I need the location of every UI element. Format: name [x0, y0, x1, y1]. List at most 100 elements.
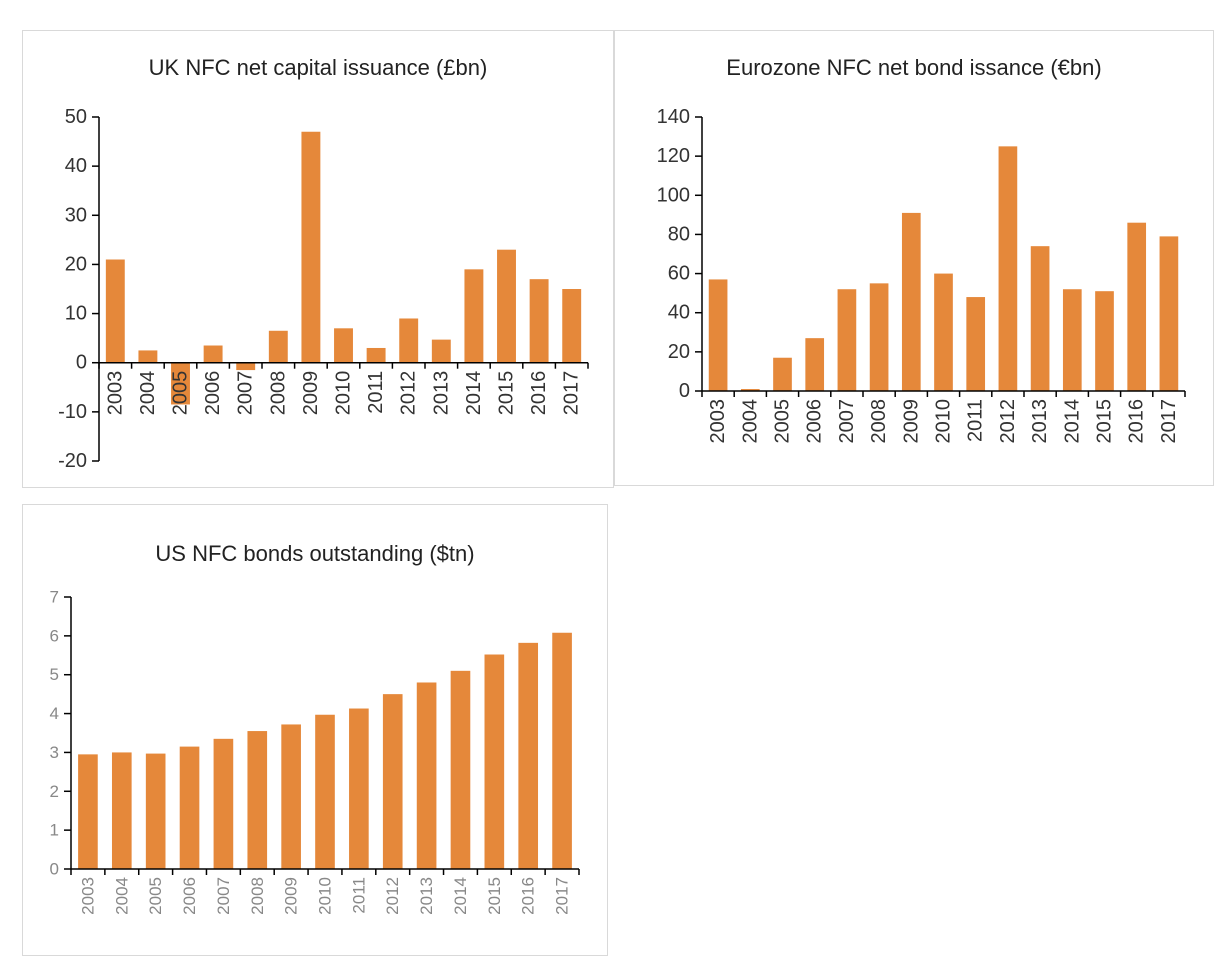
eurozone-x-tick-label: 2011: [965, 399, 987, 442]
eurozone-x-tick-label: 2007: [836, 399, 858, 444]
us-y-tick-label: 2: [50, 782, 59, 801]
uk-x-tick-label: 2004: [137, 371, 159, 416]
uk-x-tick-label: 2013: [430, 371, 452, 416]
eurozone-bar-2016: [1127, 222, 1147, 391]
eurozone-bar-2009: [901, 212, 921, 391]
uk-chart-panel: UK NFC net capital issuance (£bn) -20 -10…: [22, 30, 614, 488]
uk-bar-2006: [203, 345, 223, 363]
uk-x-tick-label: 2003: [104, 371, 126, 416]
eurozone-bar-2007: [837, 289, 857, 391]
us-bar-2004: [111, 752, 132, 869]
uk-x-tick-label: 2014: [463, 371, 485, 416]
uk-x-tick-label: 2005: [170, 371, 192, 416]
us-bar-2007: [213, 738, 234, 869]
us-y-tick-label: 6: [50, 626, 59, 645]
us-bar-2012: [382, 694, 403, 869]
us-x-tick-label: 2009: [282, 877, 301, 915]
us-x-tick-label: 2015: [485, 877, 504, 915]
us-x-tick-label: 2005: [146, 877, 165, 915]
eurozone-bar-2004: [740, 389, 760, 391]
eurozone-bar-2013: [1030, 246, 1050, 391]
uk-bar-2014: [464, 269, 484, 363]
us-bar-2015: [484, 654, 505, 869]
us-y-tick-label: 4: [50, 704, 59, 723]
eurozone-x-tick-label: 2006: [804, 399, 826, 444]
us-x-tick-label: 2016: [519, 877, 538, 915]
eurozone-x-tick-label: 2017: [1158, 399, 1180, 444]
eurozone-bar-2005: [773, 357, 792, 391]
uk-x-tick-label: 2007: [235, 371, 257, 416]
us-x-tick-label: 2006: [180, 877, 199, 915]
uk-x-tick-label: 2006: [202, 371, 224, 416]
us-x-tick-label: 2003: [78, 877, 97, 915]
us-bar-2011: [349, 708, 369, 869]
uk-bar-2012: [399, 318, 419, 363]
uk-bar-2016: [529, 279, 549, 363]
eurozone-chart-title: Eurozone NFC net bond issance (€bn): [726, 55, 1102, 80]
uk-x-tick-label: 2012: [398, 371, 420, 416]
uk-y-tick-label: -10: [58, 401, 87, 423]
eurozone-x-tick-label: 2012: [997, 399, 1019, 444]
uk-bar-2009: [301, 131, 321, 363]
us-x-tick-label: 2013: [417, 877, 436, 915]
us-bar-2014: [450, 670, 471, 869]
us-bar-2008: [247, 731, 268, 869]
us-chart-svg: 0 1 2 3 4 5 6 7 2003 2004 2005 2006 2007 2008 2009 2010…: [50, 588, 580, 915]
uk-bar-2008: [268, 330, 288, 363]
us-bar-2006: [179, 746, 200, 869]
us-x-tick-label: 2014: [451, 877, 470, 915]
eurozone-y-tick-label: 0: [679, 380, 690, 402]
us-x-tick-label: 2011: [349, 877, 368, 914]
us-bar-2010: [315, 714, 335, 869]
eurozone-bar-2006: [805, 338, 825, 391]
us-bar-2009: [281, 724, 301, 869]
us-bar-2005: [145, 753, 166, 869]
us-bar-2013: [416, 682, 437, 869]
uk-y-tick-label: 10: [65, 303, 87, 325]
eurozone-bar-2014: [1062, 289, 1082, 391]
uk-bar-2004: [138, 350, 158, 363]
uk-x-tick-label: 2017: [561, 371, 583, 416]
us-x-tick-label: 2010: [316, 877, 335, 915]
uk-bar-2010: [334, 328, 353, 363]
us-x-tick-label: 2004: [112, 877, 131, 915]
uk-x-tick-label: 2011: [365, 371, 387, 414]
eurozone-chart-svg: 0 20 40 60 80 100 120 140 2003 2004 2005 2006 2007 20…: [657, 106, 1186, 444]
uk-y-tick-label: 0: [76, 352, 87, 374]
us-y-tick-label: 1: [50, 821, 59, 840]
uk-bar-2013: [431, 339, 451, 363]
uk-y-tick-label: -20: [58, 450, 87, 472]
uk-y-tick-label: 20: [65, 253, 87, 275]
eurozone-x-tick-label: 2004: [739, 399, 761, 444]
eurozone-bar-2015: [1095, 291, 1114, 391]
us-x-tick-label: 2012: [383, 877, 402, 915]
eurozone-chart-panel: Eurozone NFC net bond issance (€bn) 0 20 4…: [614, 30, 1214, 486]
eurozone-x-tick-label: 2009: [900, 399, 922, 444]
eurozone-bar-2011: [966, 297, 986, 391]
us-bar-2003: [78, 754, 98, 869]
uk-x-tick-label: 2015: [496, 371, 518, 416]
eurozone-x-tick-label: 2016: [1126, 399, 1148, 444]
uk-x-tick-label: 2010: [333, 371, 355, 416]
eurozone-bar-2017: [1159, 236, 1179, 391]
us-chart-panel: US NFC bonds outstanding ($tn) 0 1 2 3 4 5 6 7 2…: [22, 504, 608, 956]
uk-y-tick-label: 30: [65, 204, 87, 226]
eurozone-y-tick-label: 120: [657, 145, 690, 167]
eurozone-y-tick-label: 100: [657, 184, 690, 206]
eurozone-y-tick-label: 80: [668, 223, 690, 245]
eurozone-x-tick-label: 2005: [772, 399, 794, 444]
us-x-tick-label: 2017: [553, 877, 572, 915]
uk-bar-2007: [236, 362, 256, 371]
eurozone-y-tick-label: 20: [668, 341, 690, 363]
uk-bar-2011: [366, 347, 386, 363]
eurozone-x-tick-label: 2013: [1029, 399, 1051, 444]
us-bar-2016: [518, 642, 539, 869]
eurozone-bar-2010: [934, 273, 953, 391]
uk-bar-2005: [171, 362, 190, 405]
uk-y-tick-label: 50: [65, 106, 87, 128]
uk-x-tick-label: 2016: [528, 371, 550, 416]
us-bar-2017: [552, 632, 572, 869]
eurozone-bar-2003: [708, 279, 728, 391]
eurozone-y-tick-label: 40: [668, 302, 690, 324]
uk-y-tick-label: 40: [65, 155, 87, 177]
